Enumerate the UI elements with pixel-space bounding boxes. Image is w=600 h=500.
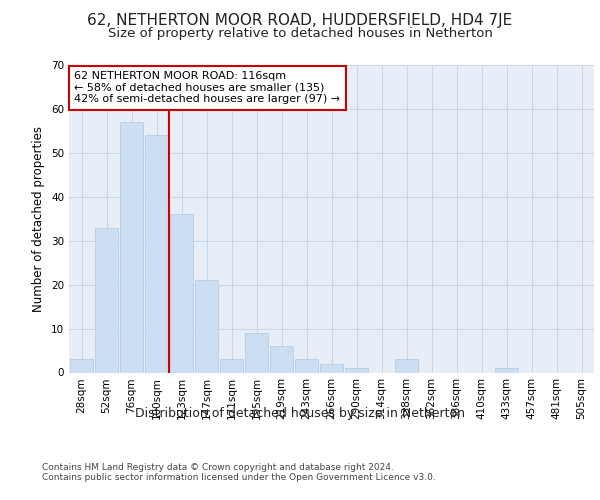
Text: Size of property relative to detached houses in Netherton: Size of property relative to detached ho… [107, 28, 493, 40]
Text: 62 NETHERTON MOOR ROAD: 116sqm
← 58% of detached houses are smaller (135)
42% of: 62 NETHERTON MOOR ROAD: 116sqm ← 58% of … [74, 71, 340, 104]
Bar [395, 360, 418, 372]
Bar [145, 136, 169, 372]
Bar [295, 360, 319, 372]
Bar [170, 214, 193, 372]
Bar [119, 122, 143, 372]
Text: Distribution of detached houses by size in Netherton: Distribution of detached houses by size … [135, 408, 465, 420]
Text: Contains HM Land Registry data © Crown copyright and database right 2024.
Contai: Contains HM Land Registry data © Crown c… [42, 462, 436, 482]
Text: 62, NETHERTON MOOR ROAD, HUDDERSFIELD, HD4 7JE: 62, NETHERTON MOOR ROAD, HUDDERSFIELD, H… [88, 12, 512, 28]
Bar [344, 368, 368, 372]
Bar [245, 333, 268, 372]
Bar [95, 228, 118, 372]
Bar [269, 346, 293, 372]
Bar [320, 364, 343, 372]
Bar [70, 360, 94, 372]
Bar [494, 368, 518, 372]
Bar [220, 360, 244, 372]
Y-axis label: Number of detached properties: Number of detached properties [32, 126, 46, 312]
Bar [194, 280, 218, 372]
